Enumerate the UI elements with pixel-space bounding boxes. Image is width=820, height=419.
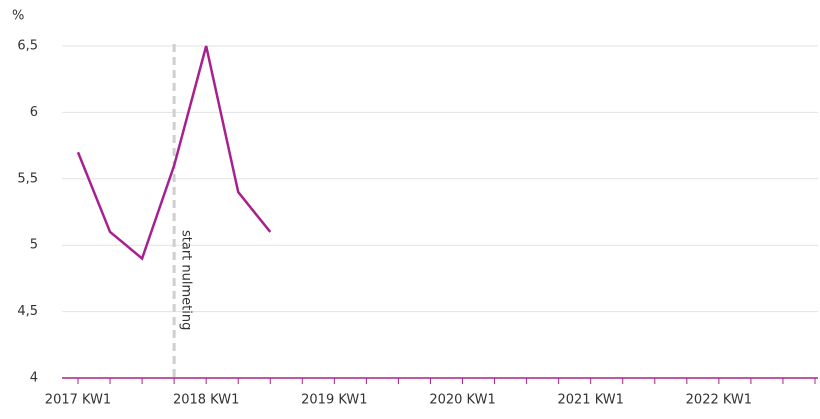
x-tick-label: 2017 KW1 bbox=[45, 393, 111, 408]
x-tick-label: 2019 KW1 bbox=[301, 393, 367, 408]
y-tick-label: 6 bbox=[30, 105, 38, 120]
y-tick-label: 5,5 bbox=[17, 171, 38, 186]
y-tick-label: 6,5 bbox=[17, 39, 38, 54]
y-unit-label: % bbox=[12, 9, 24, 24]
annotation-text: start nulmeting bbox=[179, 230, 194, 330]
x-tick-label: 2022 KW1 bbox=[686, 393, 752, 408]
y-tick-label: 5 bbox=[30, 238, 38, 253]
y-tick-label: 4,5 bbox=[17, 304, 38, 319]
x-tick-label: 2021 KW1 bbox=[557, 393, 623, 408]
y-tick-label: 4 bbox=[30, 371, 38, 386]
data-line bbox=[76, 45, 272, 261]
x-tick-label: 2018 KW1 bbox=[173, 393, 239, 408]
x-tick-label: 2020 KW1 bbox=[429, 393, 495, 408]
